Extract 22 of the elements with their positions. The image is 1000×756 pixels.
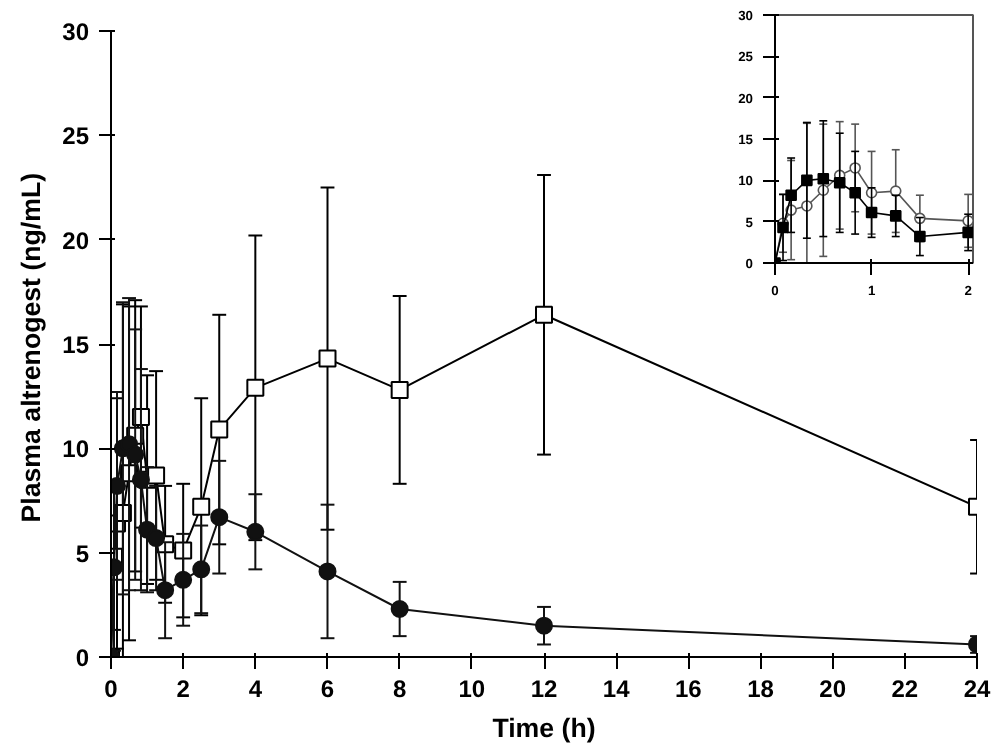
x-tick-label: 0	[104, 675, 119, 703]
y-tick-label: 5	[75, 539, 90, 568]
x-tick-label: 16	[674, 675, 703, 703]
y-axis-title: Plasma altrenogest (ng/mL)	[16, 172, 47, 523]
x-tick-label: 12	[530, 675, 558, 703]
x-tick-label: 10	[458, 675, 486, 703]
x-tick-label: 18	[747, 675, 775, 703]
x-tick-label: 2	[176, 675, 191, 703]
y-tick-label: 10	[62, 435, 90, 464]
x-tick-label: 4	[248, 675, 263, 703]
x-axis-title: Time (h)	[492, 713, 596, 743]
y-tick-label: 0	[75, 644, 90, 672]
x-tick-label: 14	[602, 675, 631, 703]
y-tick-label: 15	[62, 331, 90, 359]
x-tick-label: 20	[819, 675, 847, 703]
x-tick-label: 6	[320, 675, 335, 703]
y-tick-label: 25	[62, 122, 90, 151]
x-tick-label: 22	[891, 675, 919, 703]
y-tick-label: 20	[62, 226, 90, 255]
x-tick-label: 8	[392, 675, 407, 703]
y-tick-label: 30	[62, 18, 90, 46]
x-tick-label: 24	[963, 675, 991, 703]
